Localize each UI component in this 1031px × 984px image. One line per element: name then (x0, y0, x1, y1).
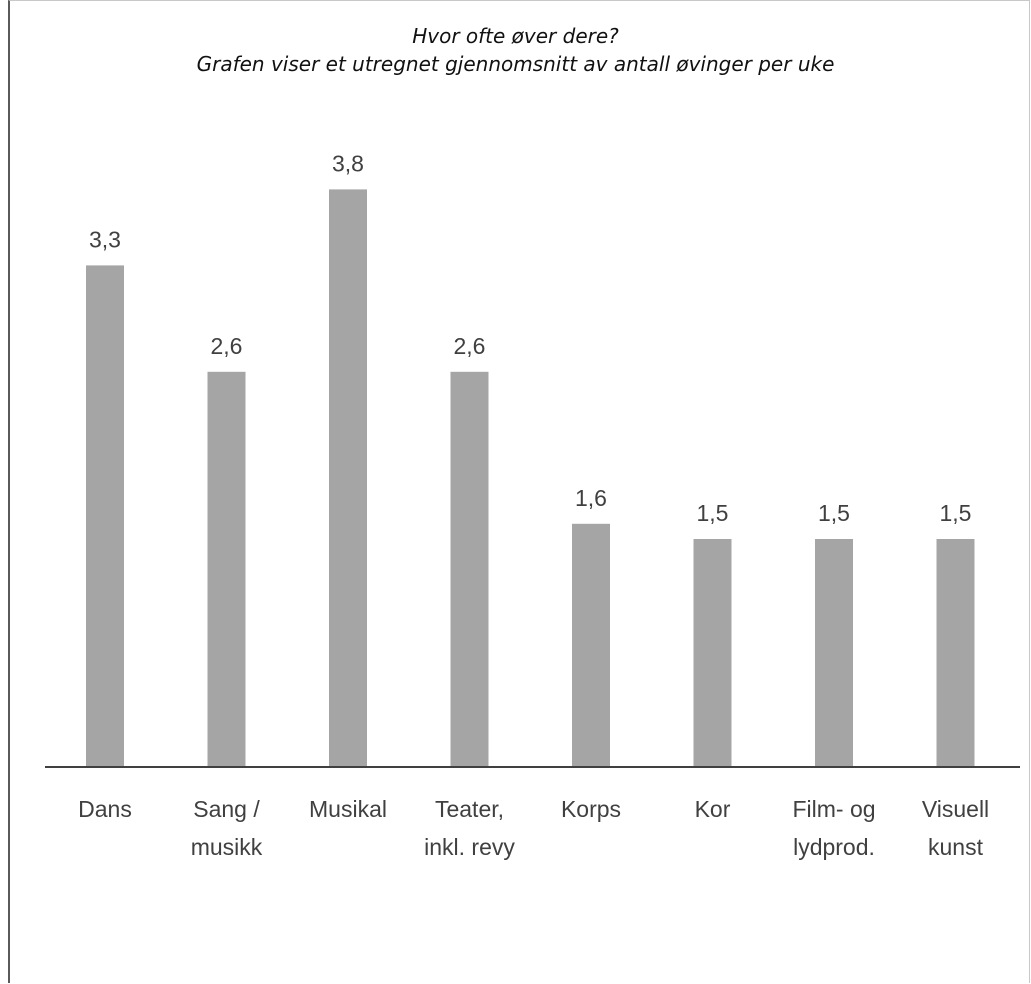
value-label-7: 1,5 (940, 500, 972, 526)
bar-1 (207, 371, 246, 767)
value-labels-group: 3,3 2,6 3,8 2,6 1,6 1,5 1,5 1,5 (89, 150, 971, 526)
category-labels-group: Dans Sang / musikk Musikal Teater, inkl. revy… (78, 796, 989, 860)
value-label-0: 3,3 (89, 226, 121, 252)
bar-6 (815, 539, 853, 767)
category-label-1-line-0: Sang / (193, 796, 260, 822)
category-label-4-line-0: Korps (561, 796, 621, 822)
category-label-0-line-0: Dans (78, 796, 132, 822)
bar-3 (450, 371, 489, 767)
chart-subtitle: Grafen viser et utregnet gjennomsnitt av… (196, 52, 835, 76)
bars-group (86, 189, 975, 767)
bar-7 (936, 539, 975, 767)
value-label-2: 3,8 (332, 150, 364, 176)
bar-4 (572, 523, 610, 767)
category-label-6-line-1: lydprod. (793, 834, 875, 860)
category-label-3-line-1: inkl. revy (424, 834, 515, 860)
category-label-5-line-0: Kor (695, 796, 731, 822)
category-label-2-line-0: Musikal (309, 796, 387, 822)
bar-5 (693, 539, 732, 767)
category-label-3-line-0: Teater, (435, 796, 504, 822)
bar-2 (329, 189, 367, 767)
value-label-4: 1,6 (575, 485, 607, 511)
bar-0 (86, 265, 124, 767)
category-label-7-line-1: kunst (928, 834, 984, 860)
chart-frame (8, 0, 1030, 983)
category-label-6-line-0: Film- og (792, 796, 875, 822)
category-label-7-line-0: Visuell (922, 796, 989, 822)
value-label-3: 2,6 (454, 333, 486, 359)
chart-title: Hvor ofte øver dere? (412, 24, 619, 48)
chart-title-block: Hvor ofte øver dere? Grafen viser et utr… (0, 22, 1031, 78)
value-label-6: 1,5 (818, 500, 850, 526)
value-label-1: 2,6 (211, 333, 243, 359)
category-label-1-line-1: musikk (191, 834, 263, 860)
value-label-5: 1,5 (697, 500, 729, 526)
